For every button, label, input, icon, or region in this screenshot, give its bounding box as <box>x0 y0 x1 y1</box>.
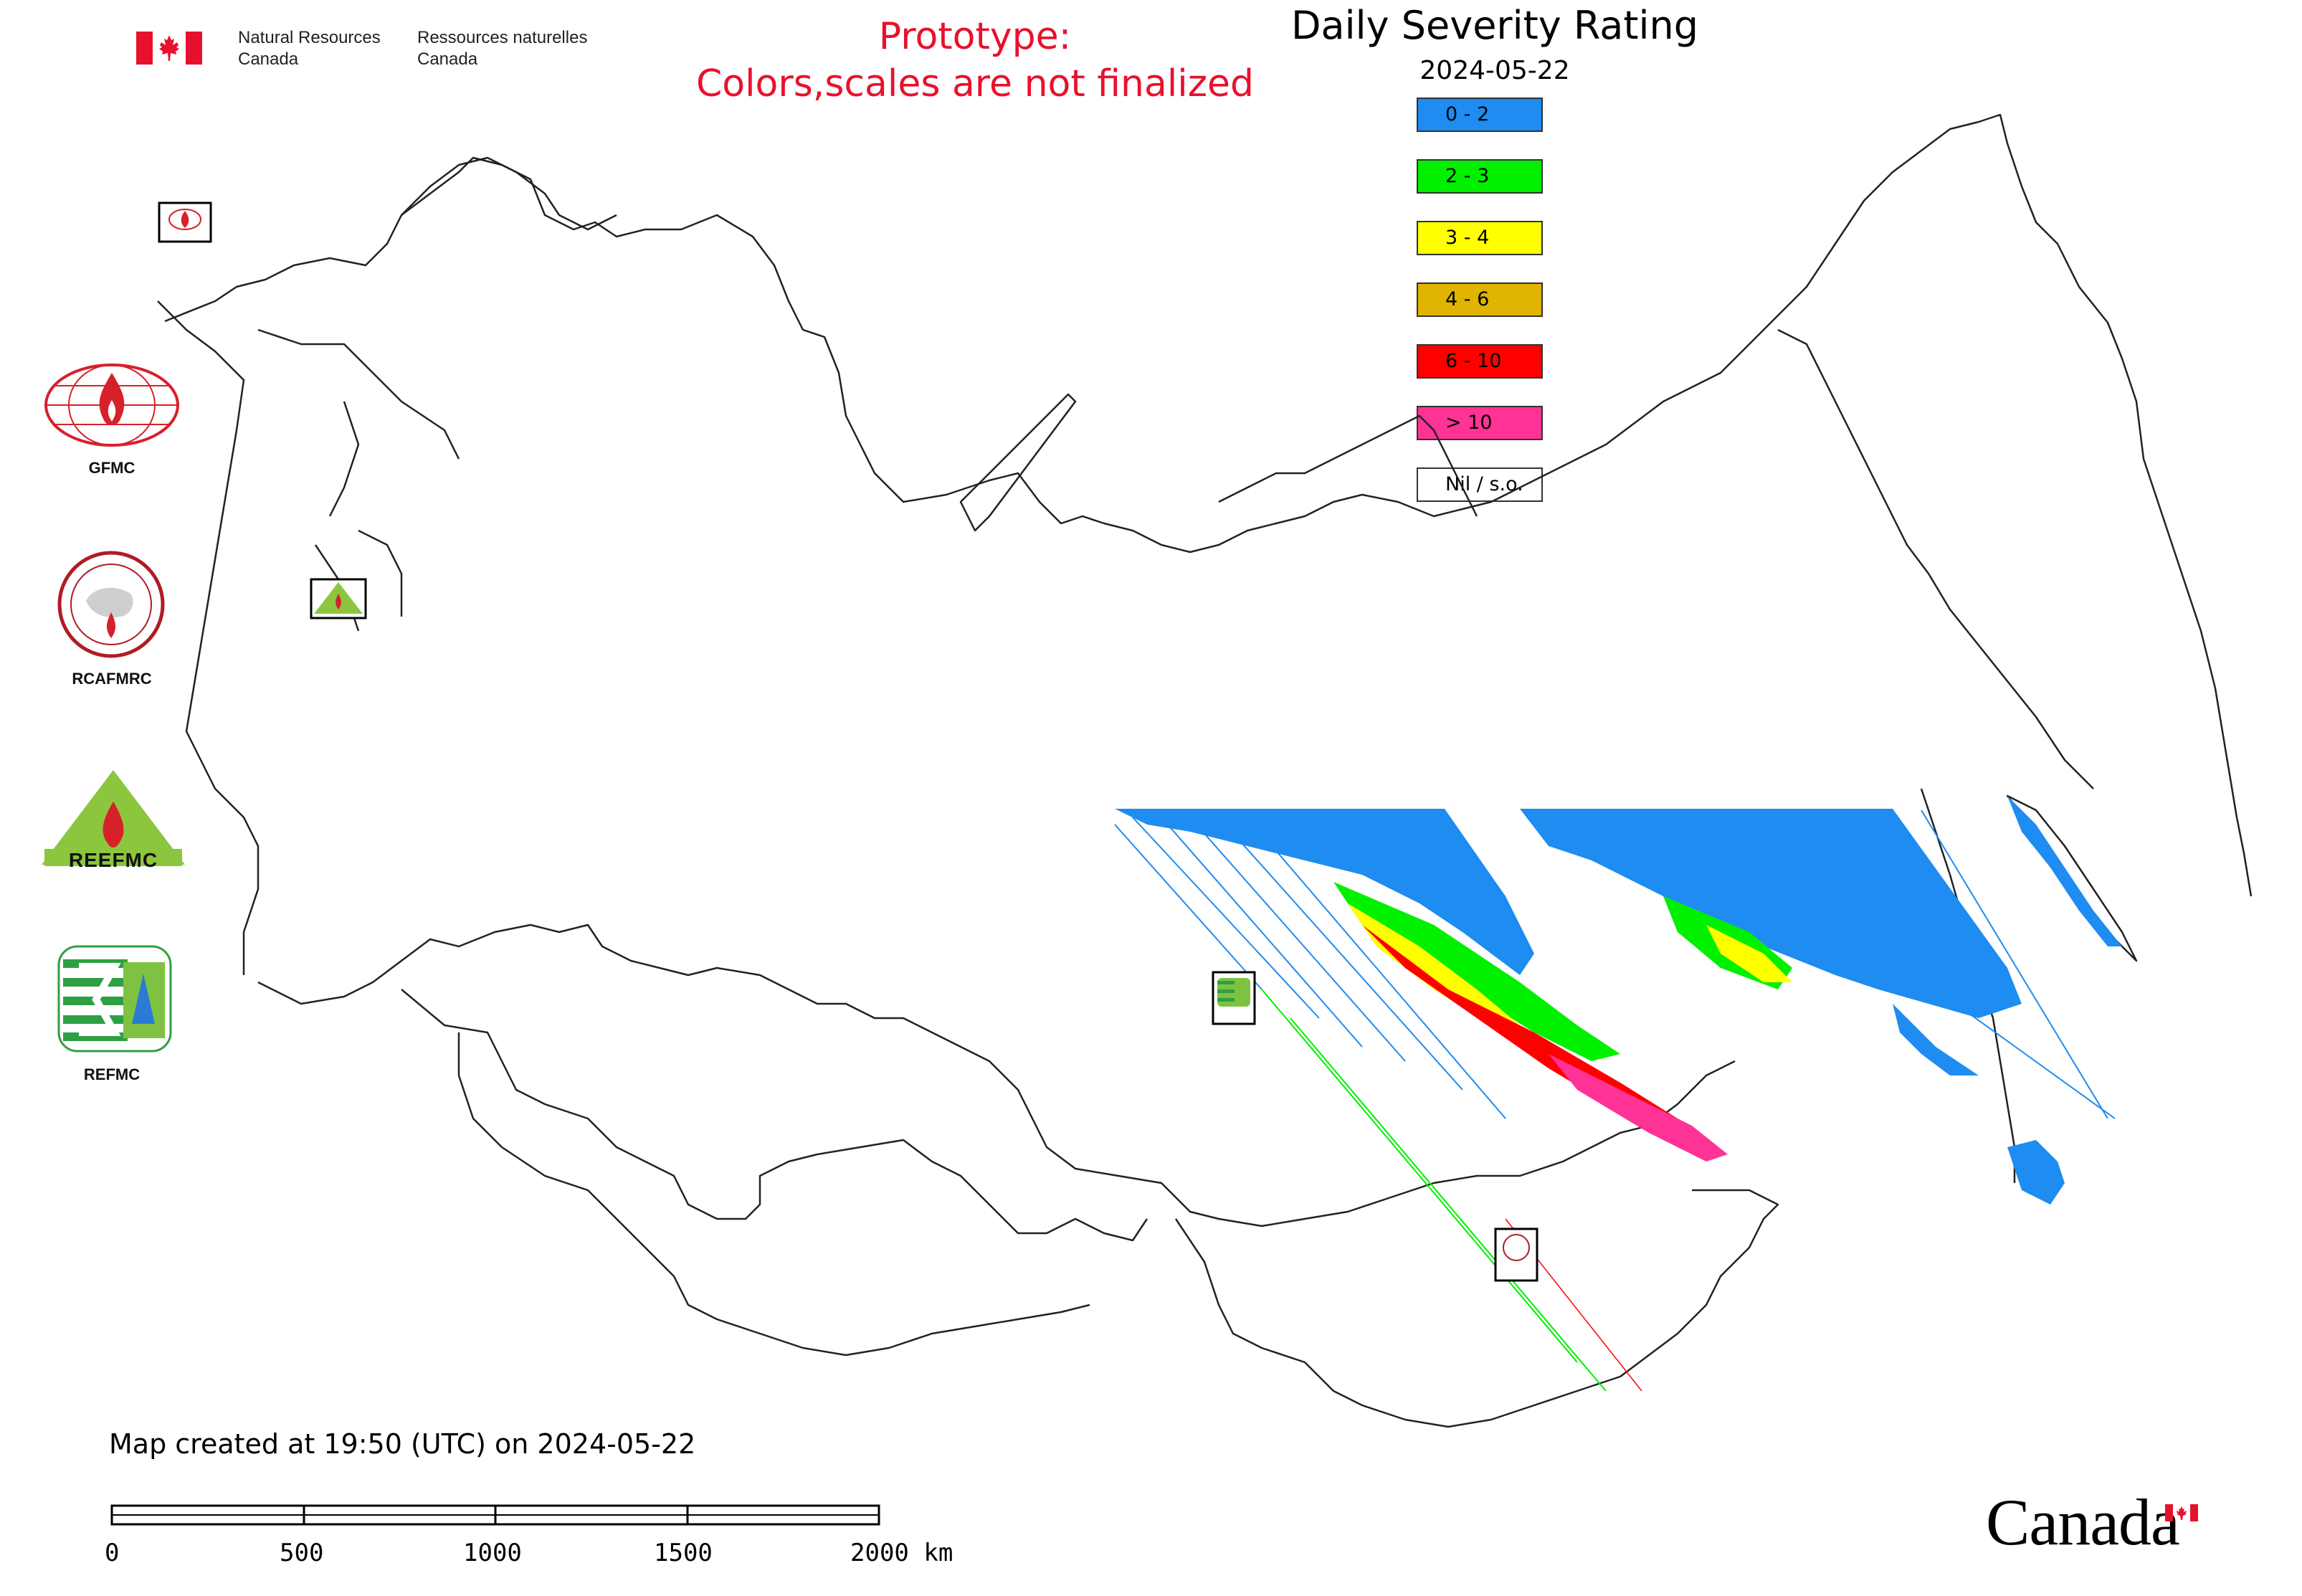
dsr-band-blue-east <box>1520 809 2022 1018</box>
scale-bar: 0 500 1000 1500 2000 km <box>105 1504 1004 1576</box>
dsr-band-blue-hokkaido <box>2007 1140 2065 1205</box>
dsr-band-yellow <box>1348 903 1520 1025</box>
canada-wordmark-text: Canada <box>1986 1486 2180 1559</box>
map-station-gfmc <box>158 201 212 243</box>
dsr-band-pink <box>1549 1054 1728 1162</box>
prototype-notice: Prototype: Colors,scales are not finaliz… <box>695 15 1255 105</box>
legend-item-gt-10: > 10 <box>1417 406 1543 440</box>
scale-tick-1000: 1000 <box>463 1539 522 1567</box>
dsr-band-yellow-east <box>1706 925 1792 982</box>
rcafmrc-label: RCAFMRC <box>72 670 152 688</box>
scale-tick-500: 500 <box>280 1539 324 1567</box>
southern-border <box>257 923 1736 1227</box>
nrcan-signature: Natural Resources Canada Ressources natur… <box>136 24 624 75</box>
mongolia-outline <box>1174 1189 1779 1428</box>
map-station-reefmc <box>310 578 367 619</box>
legend-item-6-10: 6 - 10 <box>1417 344 1543 379</box>
nrcan-name-fr: Ressources naturelles Canada <box>417 28 588 69</box>
nrcan-name-en: Natural Resources Canada <box>238 28 381 69</box>
legend-item-3-4: 3 - 4 <box>1417 221 1543 255</box>
europe-outline <box>157 300 260 975</box>
russia-outline <box>164 113 2253 897</box>
rcafmrc-logo <box>57 551 165 658</box>
refmc-label: REFMC <box>83 1065 141 1083</box>
map-title: Daily Severity Rating <box>1290 3 1699 48</box>
europe-internal-borders <box>257 328 460 632</box>
map-station-refmc <box>1212 971 1256 1025</box>
canada-wordmark-flag-icon <box>2165 1504 2198 1521</box>
map-created-note: Map created at 19:50 (UTC) on 2024-05-22 <box>109 1428 696 1460</box>
map-date: 2024-05-22 <box>1419 56 1570 85</box>
dsr-band-blue-coast <box>1893 1004 1979 1075</box>
legend-item-2-3: 2 - 3 <box>1417 159 1543 194</box>
canada-flag-icon <box>136 32 202 65</box>
scale-tick-0: 0 <box>105 1539 120 1567</box>
taymyr-coast <box>1218 414 1478 517</box>
scale-tick-2000: 2000 km <box>850 1539 953 1567</box>
canada-wordmark: Canada <box>1986 1484 2222 1563</box>
dsr-overlay <box>1114 796 2122 1392</box>
kazakhstan-outline <box>401 989 1148 1242</box>
scale-tick-1500: 1500 <box>654 1539 713 1567</box>
gfmc-label: GFMC <box>88 459 135 477</box>
legend-item-nil: Nil / s.o. <box>1417 467 1543 502</box>
map-station-rcafmrc <box>1494 1227 1538 1282</box>
legend-item-0-2: 0 - 2 <box>1417 98 1543 132</box>
kamchatka-outline <box>1777 328 2094 789</box>
reefmc-logo <box>37 769 189 869</box>
reefmc-wordmark: REEFMC <box>68 849 158 871</box>
dsr-band-blue-sakhalin <box>2007 796 2122 946</box>
legend-item-4-6: 4 - 6 <box>1417 282 1543 317</box>
novaya-zemlya <box>959 393 1077 532</box>
dsr-band-blue-west <box>1115 809 1534 975</box>
gfmc-logo <box>40 358 184 452</box>
scandinavia <box>401 156 617 231</box>
dsr-band-green <box>1333 882 1620 1061</box>
central-asia-outline <box>457 1032 1090 1357</box>
refmc-logo <box>57 945 172 1053</box>
